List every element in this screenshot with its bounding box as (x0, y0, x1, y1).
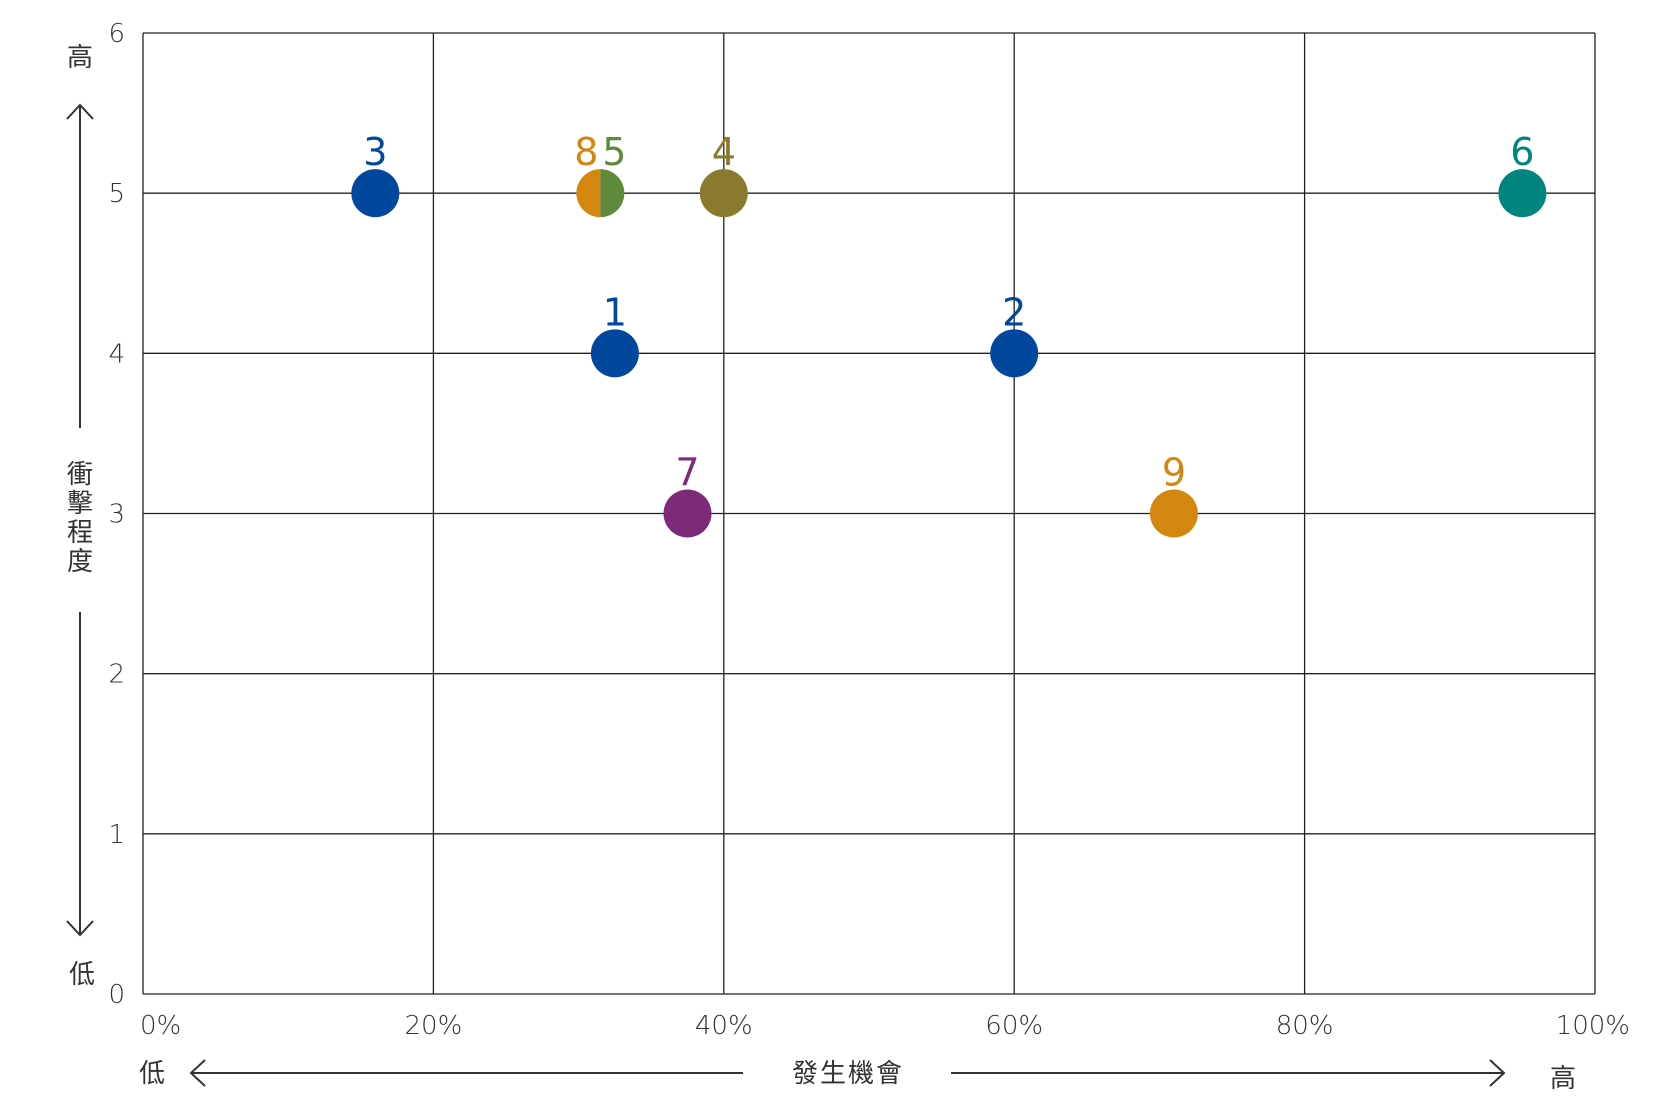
y-arrow-down-head (66, 920, 94, 937)
point-label-4: 4 (712, 130, 736, 174)
y-tick-label-0: 0 (108, 980, 125, 1010)
y-tick-label-4: 4 (108, 339, 125, 369)
x-arrow-left-head (189, 1059, 206, 1087)
x-tick-label-1: 20% (405, 1011, 463, 1041)
point-5 (600, 169, 625, 218)
point-9 (1149, 489, 1198, 538)
x-tick-label-3: 60% (985, 1011, 1043, 1041)
axis-decoration (66, 103, 1506, 1087)
point-label-7: 7 (675, 451, 699, 495)
point-8 (576, 169, 601, 218)
x-tick-label-4: 80% (1276, 1011, 1334, 1041)
point-label-1: 1 (603, 290, 627, 334)
axis-text: 高 低 低 高 發生機會 衝擊程度 (67, 43, 1576, 1094)
point-6 (1498, 169, 1547, 218)
point-label-9: 9 (1162, 451, 1186, 495)
point-2 (990, 329, 1039, 378)
y-tick-label-5: 5 (108, 179, 125, 209)
point-label-5: 5 (602, 130, 626, 174)
x-axis-title: 發生機會 (792, 1059, 904, 1089)
y-axis-title: 衝擊程度 (67, 460, 93, 577)
point-label-6: 6 (1510, 130, 1534, 174)
y-high-label: 高 (67, 43, 93, 73)
x-low-label: 低 (139, 1059, 165, 1089)
x-arrow-right-head (1489, 1059, 1506, 1087)
x-tick-label-2: 40% (695, 1011, 753, 1041)
y-tick-label-3: 3 (108, 500, 125, 530)
y-tick-label-6: 6 (108, 19, 125, 49)
point-4 (699, 169, 748, 218)
point-label-3: 3 (363, 130, 387, 174)
y-low-label: 低 (69, 960, 95, 990)
point-7 (663, 489, 712, 538)
point-3 (351, 169, 400, 218)
point-1 (590, 329, 639, 378)
x-tick-label-0: 0% (140, 1011, 181, 1041)
y-tick-label-2: 2 (108, 660, 125, 690)
point-label-2: 2 (1002, 290, 1026, 334)
point-label-8: 8 (574, 130, 598, 174)
x-high-label: 高 (1550, 1064, 1576, 1094)
y-tick-label-1: 1 (108, 820, 125, 850)
x-tick-label-5: 100% (1556, 1011, 1630, 1041)
y-arrow-up-head (66, 103, 94, 120)
point-layer: 1 2 3 4 8 5 6 7 9 (351, 130, 1547, 538)
